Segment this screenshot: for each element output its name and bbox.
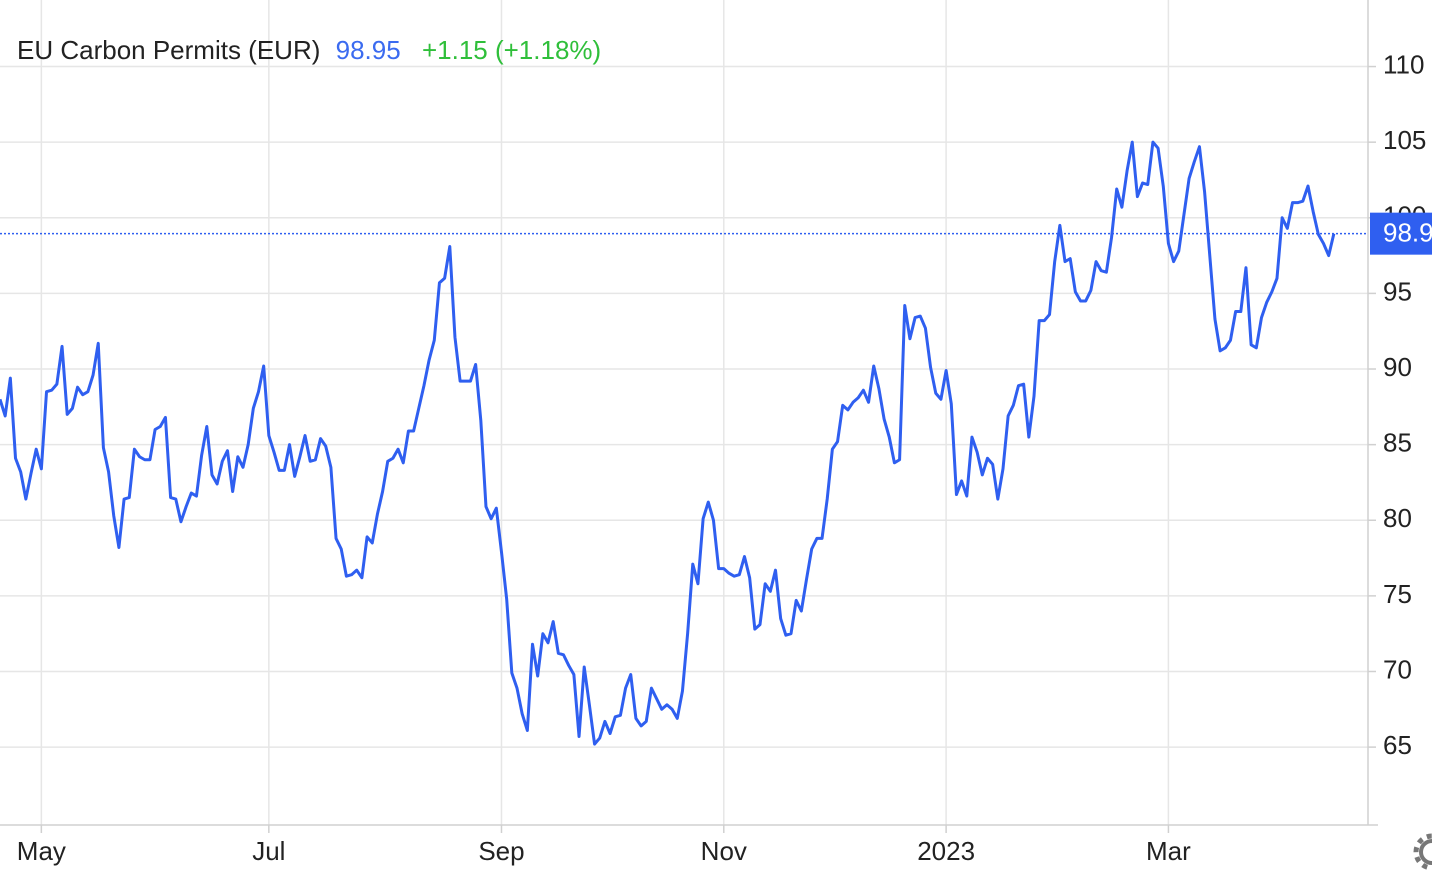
y-tick-label: 90 [1383, 352, 1412, 382]
gear-ring [1419, 839, 1432, 865]
grid [0, 0, 1368, 825]
last-price-label: 98.95 [1383, 218, 1432, 248]
x-tick-label: Jul [252, 836, 285, 866]
x-tick-label: 2023 [917, 836, 975, 866]
y-tick-label: 80 [1383, 503, 1412, 533]
y-tick-label: 75 [1383, 579, 1412, 609]
change: +1.15 (+1.18%) [422, 35, 601, 65]
x-tick-label: Sep [478, 836, 524, 866]
x-tick-label: Nov [701, 836, 747, 866]
y-tick-label: 70 [1383, 654, 1412, 684]
price-line [0, 140, 1336, 746]
price: 98.95 [336, 35, 401, 65]
y-tick-label: 110 [1383, 49, 1424, 79]
y-tick-label: 95 [1383, 276, 1412, 306]
settings-icon[interactable] [1413, 833, 1432, 871]
y-tick-label: 85 [1383, 428, 1412, 458]
chart-title: EU Carbon Permits (EUR) [17, 35, 320, 65]
x-tick-label: May [17, 836, 66, 866]
y-tick-label: 65 [1383, 730, 1412, 760]
y-tick-label: 105 [1383, 125, 1426, 155]
x-tick-label: Mar [1146, 836, 1191, 866]
header: EU Carbon Permits (EUR) 98.95 +1.15 (+1.… [17, 35, 601, 65]
last-price-flag [1370, 212, 1432, 255]
